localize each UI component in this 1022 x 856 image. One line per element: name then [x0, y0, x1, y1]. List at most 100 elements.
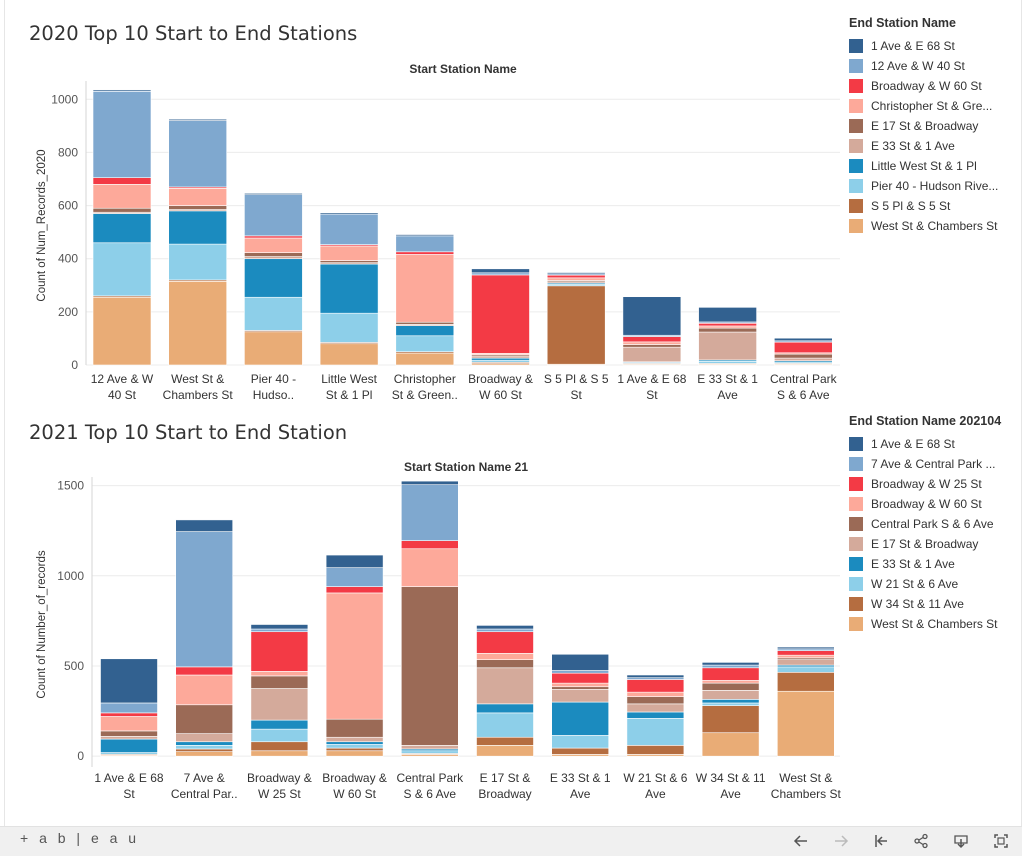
bar-segment[interactable] — [773, 357, 833, 362]
legend-item[interactable]: S 5 Pl & S 5 St — [849, 196, 1019, 216]
bar-segment[interactable] — [626, 679, 685, 693]
bar-segment[interactable] — [168, 188, 227, 206]
bar-segment[interactable] — [92, 207, 152, 213]
bar-segment[interactable] — [773, 337, 833, 342]
bar-segment[interactable] — [698, 325, 757, 329]
bar-segment[interactable] — [319, 213, 379, 245]
bar-segment[interactable] — [168, 205, 227, 210]
bar-segment[interactable] — [395, 235, 455, 253]
bar-segment[interactable] — [395, 352, 455, 366]
bar-segment[interactable] — [325, 747, 384, 752]
legend-item[interactable]: Broadway & W 25 St — [849, 474, 1019, 494]
bar-segment[interactable] — [92, 184, 152, 209]
bar-segment[interactable] — [773, 353, 833, 359]
bar-segment[interactable] — [92, 213, 152, 244]
bar-segment[interactable] — [626, 717, 685, 746]
download-icon[interactable] — [950, 830, 972, 852]
legend-item[interactable]: E 33 St & 1 Ave — [849, 136, 1019, 156]
bar-segment[interactable] — [701, 690, 760, 700]
bar-segment[interactable] — [400, 540, 459, 550]
bar-segment[interactable] — [698, 360, 757, 364]
bar-segment[interactable] — [776, 646, 835, 650]
bar-segment[interactable] — [244, 237, 303, 253]
bar-segment[interactable] — [622, 346, 682, 363]
bar-segment[interactable] — [250, 631, 309, 672]
bar-segment[interactable] — [551, 735, 610, 749]
bar-segment[interactable] — [319, 260, 379, 263]
bar-segment[interactable] — [319, 245, 379, 261]
bar-segment[interactable] — [100, 702, 158, 714]
bar-segment[interactable] — [395, 234, 455, 237]
bar-segment[interactable] — [168, 280, 227, 366]
bar-segment[interactable] — [546, 274, 606, 279]
bar-segment[interactable] — [175, 666, 233, 676]
bar-segment[interactable] — [776, 654, 835, 659]
bar-segment[interactable] — [325, 567, 384, 587]
arrow-left-icon[interactable] — [790, 830, 812, 852]
bar-segment[interactable] — [325, 586, 384, 594]
bar-segment[interactable] — [471, 355, 530, 359]
bar-segment[interactable] — [175, 531, 233, 668]
bar-segment[interactable] — [319, 212, 379, 215]
bar-segment[interactable] — [551, 670, 610, 674]
bar-segment[interactable] — [476, 736, 534, 746]
bar-segment[interactable] — [551, 682, 610, 688]
bar-segment[interactable] — [626, 745, 685, 755]
bar-segment[interactable] — [250, 719, 309, 730]
bar-segment[interactable] — [395, 254, 455, 323]
bar-segment[interactable] — [776, 672, 835, 692]
legend-item[interactable]: Central Park S & 6 Ave — [849, 514, 1019, 534]
legend-item[interactable]: E 17 St & Broadway — [849, 116, 1019, 136]
bar-segment[interactable] — [701, 682, 760, 691]
bar-segment[interactable] — [551, 686, 610, 690]
legend-item[interactable]: Pier 40 - Hudson Rive... — [849, 176, 1019, 196]
bar-segment[interactable] — [244, 194, 303, 237]
legend-item[interactable]: Little West St & 1 Pl — [849, 156, 1019, 176]
bar-segment[interactable] — [400, 745, 459, 750]
bar-segment[interactable] — [395, 321, 455, 325]
bar-segment[interactable] — [250, 750, 309, 757]
bar-segment[interactable] — [622, 341, 682, 345]
legend-item[interactable]: 7 Ave & Central Park ... — [849, 454, 1019, 474]
bar-segment[interactable] — [701, 662, 760, 666]
bar-segment[interactable] — [100, 658, 158, 704]
bar-segment[interactable] — [175, 751, 233, 757]
bar-segment[interactable] — [471, 274, 530, 354]
bar-segment[interactable] — [773, 341, 833, 354]
bar-segment[interactable] — [471, 272, 530, 276]
bar-segment[interactable] — [400, 586, 459, 746]
bar-segment[interactable] — [476, 667, 534, 705]
bar-segment[interactable] — [100, 730, 158, 737]
bar-segment[interactable] — [92, 242, 152, 297]
legend-item[interactable]: 1 Ave & E 68 St — [849, 36, 1019, 56]
tableau-logo[interactable]: + a b | e a u — [20, 830, 140, 846]
bar-segment[interactable] — [698, 331, 757, 361]
legend-item[interactable]: E 33 St & 1 Ave — [849, 554, 1019, 574]
bar-segment[interactable] — [175, 704, 233, 734]
bar-segment[interactable] — [551, 701, 610, 736]
legend-item[interactable]: E 17 St & Broadway — [849, 534, 1019, 554]
bar-segment[interactable] — [400, 750, 459, 754]
bar-segment[interactable] — [626, 703, 685, 713]
bar-segment[interactable] — [92, 89, 152, 92]
bar-segment[interactable] — [100, 716, 158, 732]
bar-segment[interactable] — [476, 659, 534, 669]
bar-segment[interactable] — [626, 711, 685, 719]
bar-segment[interactable] — [551, 747, 610, 755]
legend-item[interactable]: Broadway & W 60 St — [849, 76, 1019, 96]
bar-segment[interactable] — [476, 631, 534, 654]
bar-segment[interactable] — [100, 712, 158, 717]
bar-segment[interactable] — [168, 118, 227, 121]
bar-segment[interactable] — [168, 120, 227, 188]
legend-item[interactable]: West St & Chambers St — [849, 216, 1019, 236]
bar-segment[interactable] — [476, 745, 534, 757]
legend-item[interactable]: Christopher St & Gre... — [849, 96, 1019, 116]
bar-segment[interactable] — [546, 277, 606, 281]
legend-2020[interactable]: End Station Name 1 Ave & E 68 St 12 Ave &… — [849, 16, 1019, 236]
legend-item[interactable]: W 21 St & 6 Ave — [849, 574, 1019, 594]
bar-segment[interactable] — [244, 235, 303, 239]
bar-segment[interactable] — [476, 703, 534, 714]
bar-segment[interactable] — [395, 251, 455, 255]
bar-segment[interactable] — [250, 671, 309, 677]
bar-segment[interactable] — [471, 268, 530, 274]
